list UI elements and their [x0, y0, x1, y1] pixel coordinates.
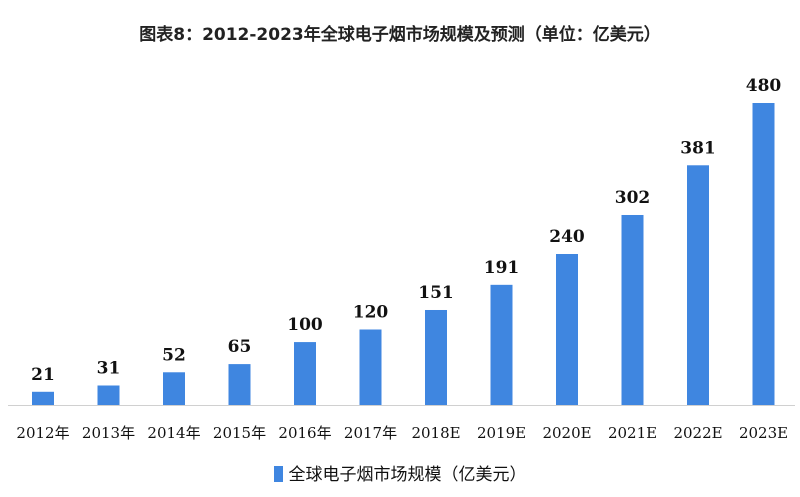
- bar: [425, 309, 447, 405]
- data-label: 100: [287, 315, 323, 335]
- data-label: 480: [746, 76, 782, 96]
- x-tick-label: 2018E: [411, 424, 460, 442]
- legend-label: 全球电子烟市场规模（亿美元）: [288, 465, 527, 485]
- bar: [359, 329, 382, 405]
- bar: [294, 342, 316, 405]
- x-tick-label: 2022E: [673, 424, 722, 442]
- bar: [97, 385, 120, 405]
- x-tick-label: 2013年: [82, 424, 135, 442]
- x-tick-label: 2012年: [16, 424, 69, 442]
- bar: [32, 391, 54, 405]
- data-label: 151: [418, 283, 454, 303]
- legend: 全球电子烟市场规模（亿美元）: [0, 460, 800, 485]
- chart-title: 图表8：2012-2023年全球电子烟市场规模及预测（单位：亿美元）: [139, 25, 661, 45]
- bar: [687, 165, 709, 405]
- bar: [163, 372, 185, 405]
- data-label: 21: [31, 365, 55, 385]
- x-tick-label: 2015年: [213, 424, 266, 442]
- data-label: 65: [228, 337, 252, 357]
- data-label: 120: [353, 303, 389, 323]
- x-tick-label: 2014年: [147, 424, 200, 442]
- x-tick-label: 2020E: [542, 424, 591, 442]
- bar: [621, 214, 644, 405]
- data-label: 240: [549, 227, 585, 247]
- data-label: 302: [615, 188, 651, 208]
- data-label: 31: [97, 358, 121, 378]
- x-tick-label: 2017年: [344, 424, 397, 442]
- x-tick-label: 2016年: [278, 424, 331, 442]
- x-tick-label: 2023E: [739, 424, 788, 442]
- bar: [490, 284, 513, 405]
- data-label: 191: [484, 258, 520, 278]
- bar: [228, 364, 251, 405]
- legend-swatch: [273, 466, 283, 482]
- bar: [752, 103, 775, 405]
- data-label: 52: [162, 345, 186, 365]
- x-tick-label: 2019E: [477, 424, 526, 442]
- x-tick-label: 2021E: [608, 424, 657, 442]
- bar: [556, 254, 578, 405]
- data-label: 381: [680, 138, 716, 158]
